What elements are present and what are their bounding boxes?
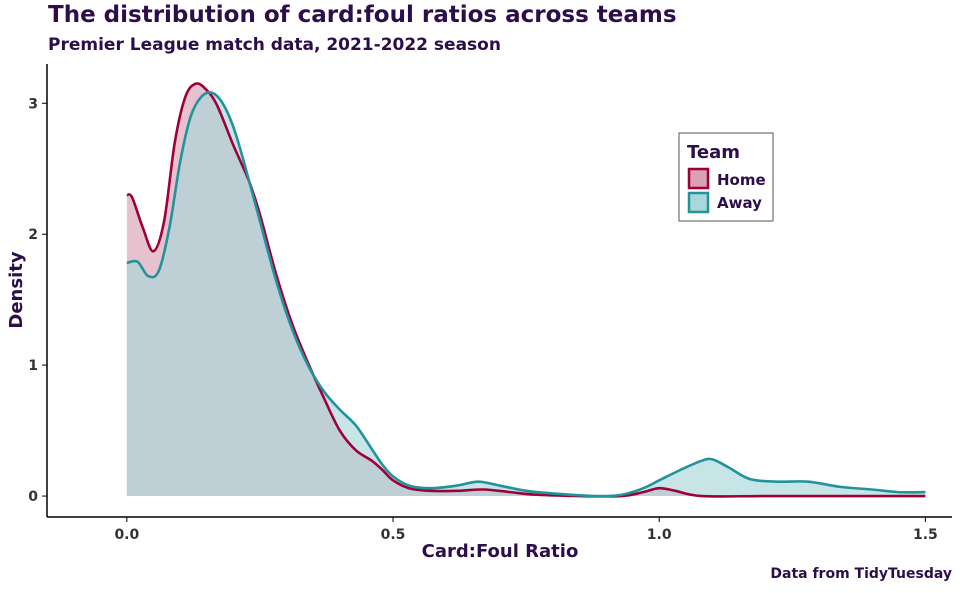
x-tick-label: 1.5 xyxy=(913,527,938,543)
density-line-away xyxy=(126,91,926,498)
legend-swatch-away xyxy=(687,191,710,214)
legend: Team Home Away xyxy=(678,132,774,222)
legend-swatch-home xyxy=(687,167,710,190)
y-tick-label: 3 xyxy=(28,96,38,112)
y-tick-label: 1 xyxy=(28,358,38,374)
x-tick-label: 0.0 xyxy=(114,527,139,543)
x-tick-label: 0.5 xyxy=(381,527,406,543)
chart-subtitle: Premier League match data, 2021-2022 sea… xyxy=(48,35,501,55)
x-axis-label: Card:Foul Ratio xyxy=(422,541,579,562)
legend-label-away: Away xyxy=(717,194,762,212)
legend-title: Team xyxy=(687,142,740,163)
density-lines xyxy=(126,82,926,498)
y-tick-label: 2 xyxy=(28,227,38,243)
chart-caption: Data from TidyTuesday xyxy=(770,566,952,582)
x-tick-label: 1.0 xyxy=(647,527,672,543)
x-ticks: 0.0 0.5 1.0 1.5 xyxy=(114,517,938,543)
y-axis-label: Density xyxy=(6,251,27,328)
density-areas xyxy=(126,83,926,497)
legend-label-home: Home xyxy=(717,171,766,189)
density-line-home xyxy=(126,82,926,498)
y-tick-label: 0 xyxy=(28,489,38,505)
y-ticks: 0 1 2 3 xyxy=(28,96,47,505)
chart-title: The distribution of card:foul ratios acr… xyxy=(48,2,677,28)
density-area-away xyxy=(126,92,926,497)
